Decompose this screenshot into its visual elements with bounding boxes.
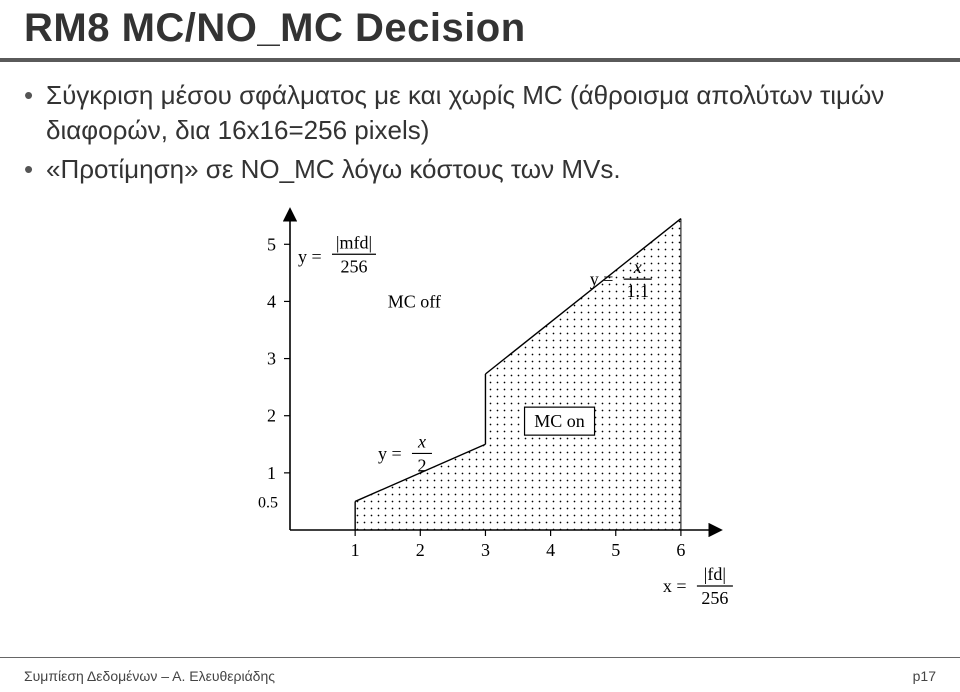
svg-text:2: 2 bbox=[417, 455, 426, 475]
svg-text:6: 6 bbox=[676, 540, 685, 560]
svg-text:4: 4 bbox=[546, 540, 555, 560]
svg-text:x =: x = bbox=[663, 576, 687, 596]
svg-text:1: 1 bbox=[351, 540, 360, 560]
footer-rule bbox=[0, 657, 960, 658]
mc-decision-chart: 1 2 3 4 5 6 1 2 3 4 5 0.5 y = |mfd| 256 x = |fd| 256 MC of… bbox=[200, 190, 760, 620]
svg-text:1.1: 1.1 bbox=[626, 281, 649, 301]
footer-right: p17 bbox=[913, 668, 936, 684]
svg-text:3: 3 bbox=[267, 349, 276, 369]
svg-text:4: 4 bbox=[267, 291, 276, 311]
svg-text:y =: y = bbox=[378, 443, 402, 463]
svg-text:x: x bbox=[633, 257, 642, 277]
svg-text:2: 2 bbox=[267, 406, 276, 426]
svg-text:MC off: MC off bbox=[388, 291, 441, 311]
svg-text:0.5: 0.5 bbox=[258, 494, 278, 511]
bullet-list: Σύγκριση μέσου σφάλματος με και χωρίς MC… bbox=[24, 78, 936, 191]
slide-title: RM8 MC/NO_MC Decision bbox=[24, 6, 526, 51]
title-underline bbox=[0, 58, 960, 62]
svg-text:y =: y = bbox=[298, 246, 322, 266]
svg-text:5: 5 bbox=[267, 234, 276, 254]
footer-left: Συμπίεση Δεδομένων – Α. Ελευθεριάδης bbox=[24, 668, 275, 684]
svg-text:1: 1 bbox=[267, 463, 276, 483]
svg-text:|mfd|: |mfd| bbox=[336, 232, 372, 252]
svg-text:y =: y = bbox=[590, 269, 614, 289]
svg-text:256: 256 bbox=[701, 588, 728, 608]
svg-text:3: 3 bbox=[481, 540, 490, 560]
svg-text:5: 5 bbox=[611, 540, 620, 560]
svg-text:2: 2 bbox=[416, 540, 425, 560]
bullet-item: «Προτίμηση» σε NO_MC λόγω κόστους των MV… bbox=[24, 152, 936, 187]
svg-text:MC on: MC on bbox=[534, 411, 585, 431]
svg-text:x: x bbox=[417, 431, 426, 451]
svg-text:256: 256 bbox=[341, 256, 368, 276]
svg-text:|fd|: |fd| bbox=[704, 564, 726, 584]
bullet-item: Σύγκριση μέσου σφάλματος με και χωρίς MC… bbox=[24, 78, 936, 148]
